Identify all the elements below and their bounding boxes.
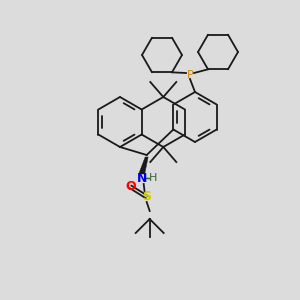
Text: H: H [148,173,157,183]
Text: S: S [142,190,151,203]
Text: O: O [125,181,136,194]
Polygon shape [139,157,148,174]
Text: N: N [136,172,147,185]
Text: P: P [187,70,194,80]
